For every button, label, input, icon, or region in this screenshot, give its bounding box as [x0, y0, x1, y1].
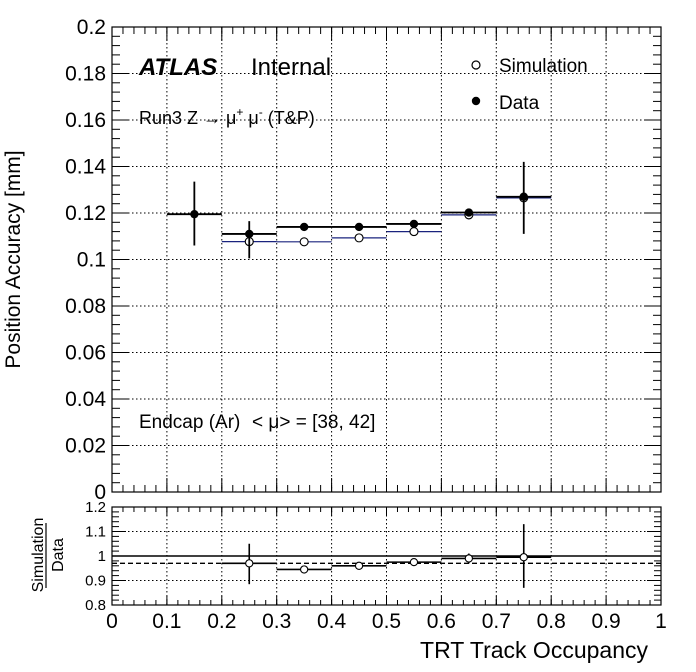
- ratio-frame: [111, 506, 662, 606]
- legend-simulation-marker: [471, 60, 481, 70]
- y-axis-label: Position Accuracy [mm]: [2, 150, 25, 368]
- process-post: (T&P): [263, 108, 315, 128]
- ratio-point: [299, 565, 309, 574]
- region-label: Endcap (Ar): [139, 412, 240, 433]
- main-y-tick-label: 0.12: [65, 202, 106, 225]
- legend-simulation-label: Simulation: [499, 56, 588, 77]
- main-grid: [112, 27, 661, 492]
- simulation-point: [354, 233, 364, 243]
- process-mu1: μ: [221, 108, 236, 128]
- ratio-point: [354, 561, 364, 570]
- internal-label: Internal: [251, 54, 331, 81]
- x-tick-label: 0.7: [482, 610, 511, 633]
- main-frame: [111, 26, 662, 493]
- ratio-point: [409, 557, 419, 567]
- data-point: [464, 208, 474, 217]
- data-point: [354, 222, 364, 232]
- main-y-tick-label: 0.16: [65, 109, 106, 132]
- main-y-tick-label: 0.02: [65, 435, 106, 458]
- ratio-y-tick-label: 0.9: [85, 573, 106, 590]
- x-tick-label: 0.1: [152, 610, 181, 633]
- x-tick-label: 0.6: [427, 610, 456, 633]
- ratio-y-tick-labels: 0.8 0.9 1 1.1 1.2: [85, 499, 106, 614]
- x-tick-label: 0.9: [591, 610, 620, 633]
- main-y-tick-label: 0.14: [65, 156, 106, 179]
- main-y-tick-label: 0.06: [65, 342, 106, 365]
- process-plus: +: [236, 105, 243, 119]
- data-point: [190, 209, 199, 219]
- ratio-reference-lines: [112, 555, 661, 565]
- simulation-point: [299, 237, 309, 247]
- main-y-tick-label: 0: [94, 481, 106, 504]
- ratio-point: [464, 554, 473, 563]
- pileup-label: < μ> = [38, 42]: [252, 412, 375, 433]
- x-tick-labels: 0 0.1 0.2 0.3 0.4 0.5 0.6 0.7 0.8 0.9 1: [106, 610, 667, 633]
- x-tick-label: 0.2: [207, 610, 236, 633]
- data-point: [409, 219, 419, 229]
- ratio-y-tick-label: 0.8: [85, 597, 106, 614]
- process-pre: Run3 Z: [139, 108, 203, 128]
- ratio-y-tick-label: 1.1: [85, 524, 106, 541]
- main-series: [166, 161, 552, 259]
- x-tick-label: 1: [655, 610, 667, 633]
- process-mu2: μ: [243, 108, 258, 128]
- ratio-y-tick-label: 1.2: [85, 499, 106, 516]
- main-y-tick-label: 0.18: [65, 63, 106, 86]
- atlas-label: ATLAS: [138, 54, 217, 81]
- main-y-tick-labels: 0 0.02 0.04 0.06 0.08 0.1 0.12 0.14 0.16 0.18 0.2: [65, 16, 106, 504]
- legend-data-marker: [471, 96, 481, 106]
- ratio-series: [221, 524, 552, 588]
- x-tick-label: 0.8: [537, 610, 566, 633]
- main-y-tick-label: 0.08: [65, 295, 106, 318]
- data-point: [299, 222, 309, 232]
- process-minus: -: [259, 105, 263, 119]
- data-point: [519, 192, 528, 201]
- legend-data-label: Data: [499, 93, 540, 114]
- simulation-point: [409, 227, 419, 237]
- main-y-tick-label: 0.2: [77, 16, 106, 39]
- data-point: [245, 229, 254, 239]
- ratio-y-tick-label: 1: [98, 548, 106, 565]
- ratio-y-numerator: Simulation: [30, 518, 47, 593]
- ratio-point: [245, 559, 254, 568]
- process-arrow: →: [203, 108, 221, 128]
- process-label: Run3 Z → μ+ μ- (T&P): [139, 105, 315, 128]
- x-tick-label: 0: [106, 610, 118, 633]
- x-tick-label: 0.4: [317, 610, 347, 633]
- main-y-tick-label: 0.04: [65, 388, 106, 411]
- ratio-point: [519, 553, 528, 562]
- x-axis-label: TRT Track Occupancy: [420, 637, 648, 663]
- x-tick-label: 0.5: [372, 610, 401, 633]
- x-tick-label: 0.3: [262, 610, 291, 633]
- main-y-tick-label: 0.1: [77, 249, 106, 272]
- main-ticks: [111, 26, 662, 493]
- ratio-y-denominator: Data: [50, 538, 67, 572]
